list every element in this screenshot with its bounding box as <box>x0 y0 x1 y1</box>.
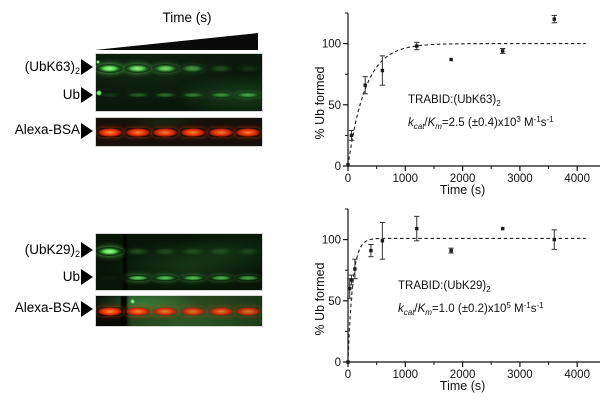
label-subscript: 2 <box>74 249 80 259</box>
band-pointer-icon <box>81 269 93 285</box>
gel-band-loading <box>235 306 262 316</box>
gel-band <box>151 63 179 73</box>
gel-speck <box>96 60 100 64</box>
kinetics-annotation-ubk29: TRABID:(UbK29)2 kcat/Km=1.0 (±0.2)x105 M… <box>398 279 544 320</box>
svg-text:0: 0 <box>345 173 351 185</box>
gel-band <box>124 63 151 73</box>
gel-band-loading <box>179 127 206 137</box>
gel-band-loading <box>124 306 151 316</box>
gel-band <box>151 246 179 256</box>
gel-band <box>179 63 207 73</box>
svg-text:2000: 2000 <box>450 173 476 185</box>
loading-row-label-k29: Alexa-BSA <box>14 300 80 315</box>
gel-band <box>179 91 206 99</box>
gel-band <box>96 63 124 73</box>
svg-text:2000: 2000 <box>450 369 476 381</box>
svg-text:4000: 4000 <box>564 369 590 381</box>
annotation-rate-constant: kcat/Km=1.0 (±0.2)x105 M-1s-1 <box>398 300 544 317</box>
fluorescence-blot-ubk63 <box>95 53 263 112</box>
gel-band <box>124 91 151 99</box>
gel-band <box>124 246 151 256</box>
kinetic-plot-svg: 0 1000 2000 3000 4000 0 50 100 Time (s) % Ub form… <box>315 12 600 197</box>
gel-band-loading <box>96 127 123 137</box>
gel-band-loading <box>152 306 179 316</box>
gel-band <box>207 63 234 73</box>
svg-text:% Ub formed: % Ub formed <box>315 262 327 335</box>
band-pointer-icon <box>81 301 93 317</box>
fluorescence-blot-ubk29 <box>95 233 263 291</box>
svg-text:100: 100 <box>322 39 341 51</box>
loading-control-blot-k63 <box>95 117 263 147</box>
gel-band <box>96 91 123 99</box>
time-axis-label: Time (s) <box>162 10 212 25</box>
gel-band <box>234 246 262 256</box>
svg-text:50: 50 <box>328 100 341 112</box>
kinetics-annotation-ubk63: TRABID:(UbK63)2 kcat/Km=2.5 (±0.4)x103 M… <box>408 93 554 134</box>
gel-band <box>207 246 234 256</box>
gel-band <box>96 246 124 256</box>
svg-text:1000: 1000 <box>393 173 419 185</box>
svg-text:4000: 4000 <box>564 173 590 185</box>
band-row-label-ub-k63: Ub <box>62 87 80 102</box>
band-row-label-ub-k29: Ub <box>62 269 80 284</box>
gel-band <box>207 91 234 99</box>
gel-band-loading <box>96 306 123 316</box>
kinetics-chart-ubk29: 0 1000 2000 3000 4000 0 50 100 Time (s) % Ub form… <box>315 199 615 409</box>
svg-text:3000: 3000 <box>507 369 533 381</box>
kinetics-chart-ubk63: 0 1000 2000 3000 4000 0 50 100 Time (s) % Ub form… <box>315 3 615 213</box>
svg-text:0: 0 <box>345 369 351 381</box>
svg-text:0: 0 <box>335 161 341 173</box>
band-row-label-diub-k63: (UbK63)2 <box>24 59 80 76</box>
svg-text:Time (s): Time (s) <box>440 183 485 197</box>
gel-band <box>207 274 234 282</box>
loading-control-blot-k29 <box>95 295 263 327</box>
svg-text:Time (s): Time (s) <box>440 379 485 393</box>
gel-band <box>124 274 151 282</box>
gel-band <box>96 274 123 282</box>
gel-band <box>179 274 206 282</box>
annotation-rate-constant: kcat/Km=2.5 (±0.4)x103 M-1s-1 <box>408 114 554 131</box>
label-subscript: 2 <box>74 66 80 76</box>
gel-speck <box>96 90 102 96</box>
svg-text:100: 100 <box>322 235 341 247</box>
time-gradient-wedge <box>95 33 258 50</box>
gel-band <box>235 274 262 282</box>
gel-band-loading <box>207 127 234 137</box>
svg-text:3000: 3000 <box>507 173 533 185</box>
gel-band <box>179 246 207 256</box>
gel-band-loading <box>124 127 151 137</box>
gel-speck <box>130 299 135 304</box>
gel-band-loading <box>152 127 179 137</box>
kinetic-plot-svg: 0 1000 2000 3000 4000 0 50 100 Time (s) % Ub form… <box>315 208 600 393</box>
gel-band <box>235 91 262 99</box>
loading-row-label-k63: Alexa-BSA <box>14 122 80 137</box>
svg-text:50: 50 <box>328 296 341 308</box>
band-row-label-diub-k29: (UbK29)2 <box>24 242 80 259</box>
band-pointer-icon <box>81 123 93 139</box>
gel-band <box>234 63 262 73</box>
annotation-complex: TRABID:(UbK29)2 <box>398 280 491 294</box>
gel-band <box>152 274 179 282</box>
gel-band-loading <box>207 306 234 316</box>
svg-text:% Ub formed: % Ub formed <box>315 66 327 139</box>
gel-band-loading <box>235 127 262 137</box>
annotation-complex: TRABID:(UbK63)2 <box>408 94 501 108</box>
band-pointer-icon <box>81 87 93 103</box>
svg-text:0: 0 <box>335 357 341 369</box>
band-pointer-icon <box>81 59 93 75</box>
svg-text:1000: 1000 <box>393 369 419 381</box>
band-pointer-icon <box>81 242 93 258</box>
gel-lane-seam <box>121 296 127 326</box>
gel-band-loading <box>179 306 206 316</box>
gel-band <box>152 91 179 99</box>
gel-lane-seam <box>123 234 127 290</box>
